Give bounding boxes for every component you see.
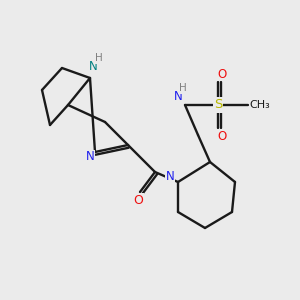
Text: H: H [179, 83, 187, 93]
Text: N: N [166, 170, 174, 184]
Text: CH₃: CH₃ [250, 100, 270, 110]
Text: N: N [174, 89, 182, 103]
Text: N: N [88, 59, 98, 73]
Text: O: O [133, 194, 143, 206]
Text: S: S [214, 98, 222, 112]
Text: O: O [218, 130, 226, 142]
Text: H: H [95, 53, 103, 63]
Text: N: N [85, 151, 94, 164]
Text: O: O [218, 68, 226, 80]
